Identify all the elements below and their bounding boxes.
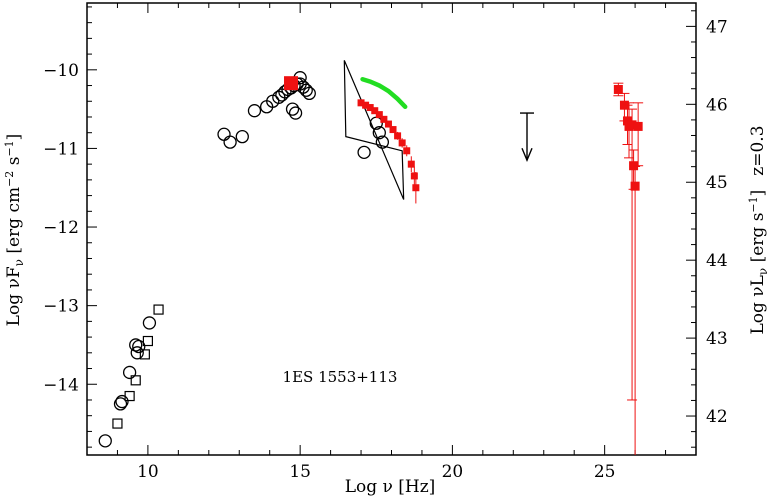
y-left-tick-label: −12 bbox=[43, 218, 79, 238]
y-right-tick-label: 45 bbox=[706, 173, 728, 193]
data-point-square bbox=[112, 418, 123, 429]
data-point-red-small bbox=[407, 160, 415, 168]
data-point-circle bbox=[372, 126, 386, 140]
data-point-square bbox=[142, 335, 153, 347]
data-point-gamma bbox=[613, 84, 623, 94]
green-curve bbox=[360, 77, 408, 110]
bowtie-spectrum bbox=[343, 60, 405, 200]
data-point-gamma bbox=[630, 181, 640, 191]
x-axis-label: Log ν [Hz] bbox=[345, 477, 436, 497]
data-point-gamma bbox=[627, 120, 637, 130]
data-point-red-small bbox=[375, 111, 383, 119]
y-left-axis-ticks: −10 −11 −12 −13 −14 bbox=[43, 6, 97, 448]
y-right-tick-label: 46 bbox=[706, 95, 728, 115]
data-point-gamma bbox=[622, 116, 632, 126]
data-marks bbox=[98, 60, 644, 455]
x-tick-label: 15 bbox=[289, 462, 311, 482]
data-point-red-small bbox=[380, 115, 388, 123]
y-right-tick-label: 47 bbox=[706, 17, 728, 37]
y-right-tick-label: 42 bbox=[706, 407, 728, 427]
data-point-circle bbox=[122, 365, 137, 380]
data-point-red-small bbox=[403, 147, 411, 155]
data-point-circle bbox=[375, 135, 390, 149]
data-point-circle bbox=[142, 316, 157, 330]
data-point-circle bbox=[285, 102, 300, 116]
y-right-axis-ticks: 42 43 44 45 46 47 bbox=[686, 10, 728, 448]
y-left-tick-label: −14 bbox=[43, 375, 79, 395]
data-point-circle bbox=[115, 394, 129, 409]
data-point-red-small bbox=[366, 104, 374, 112]
y-right-tick-label: 44 bbox=[706, 251, 728, 271]
data-point-red-small bbox=[371, 107, 379, 115]
data-point-square bbox=[153, 304, 164, 315]
x-tick-label: 25 bbox=[594, 462, 616, 482]
data-point-circle bbox=[217, 127, 231, 141]
y-right-axis-label: Log νLν [erg s−1]z=0.3 bbox=[747, 125, 770, 334]
y-left-tick-label: −10 bbox=[43, 61, 79, 81]
data-point-circle bbox=[247, 104, 262, 118]
data-point-red-small bbox=[384, 120, 392, 128]
data-point-circle bbox=[98, 434, 112, 448]
x-tick-label: 10 bbox=[137, 462, 159, 482]
data-point-red-small bbox=[357, 99, 365, 107]
data-point-circle bbox=[113, 397, 128, 411]
data-point-gamma bbox=[633, 121, 643, 131]
data-point-red-small bbox=[412, 184, 420, 192]
data-point-circle bbox=[302, 86, 316, 101]
x-tick-label: 20 bbox=[442, 462, 464, 482]
data-point-square bbox=[139, 349, 150, 360]
data-point-circle bbox=[130, 346, 144, 360]
data-point-circle bbox=[288, 106, 303, 120]
data-point-circle bbox=[235, 129, 249, 144]
data-point-square bbox=[130, 375, 141, 386]
y-right-tick-label: 43 bbox=[706, 329, 728, 349]
data-point-red-small bbox=[410, 172, 418, 180]
data-point-square bbox=[124, 390, 135, 402]
data-point-circle bbox=[357, 145, 371, 160]
y-left-tick-label: −13 bbox=[43, 297, 79, 317]
data-point-red-small bbox=[389, 126, 397, 134]
upper-limit-arrowhead bbox=[521, 147, 533, 163]
annotation-source-name: 1ES 1553+113 bbox=[283, 368, 398, 386]
data-point-circle bbox=[132, 339, 146, 354]
data-point-red-square bbox=[284, 76, 299, 91]
data-point-red-small bbox=[362, 101, 370, 109]
data-point-circle bbox=[299, 83, 313, 97]
data-point-red-small bbox=[394, 132, 402, 140]
plot-frame bbox=[86, 2, 697, 456]
data-point-red-small bbox=[398, 139, 406, 147]
x-axis-ticks: 10 15 20 25 bbox=[86, 3, 697, 482]
data-point-circle bbox=[223, 135, 237, 149]
y-left-axis-label: Log νFν [erg cm−2 s−1] bbox=[3, 134, 26, 327]
y-left-tick-label: −11 bbox=[43, 139, 79, 159]
